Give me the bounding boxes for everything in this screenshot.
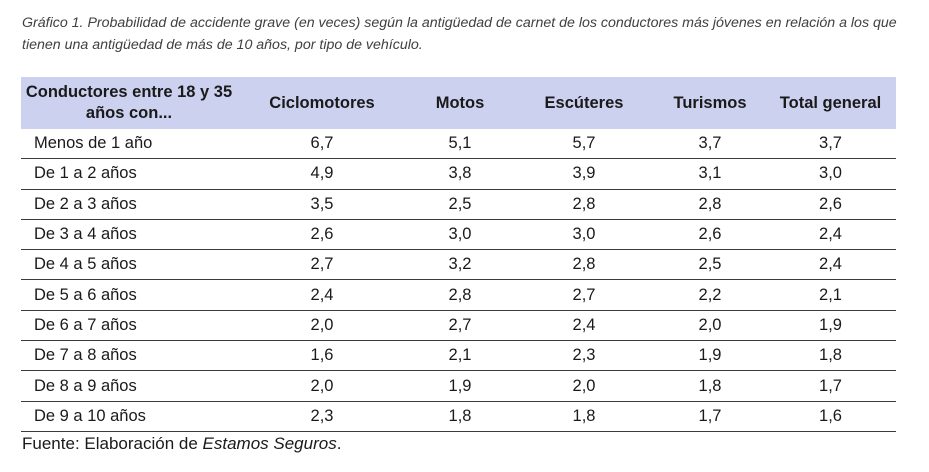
row-label-cell: De 9 a 10 años <box>21 401 237 432</box>
value-cell: 4,9 <box>237 158 407 190</box>
data-table-container: Conductores entre 18 y 35 años con... Ci… <box>21 77 896 432</box>
source-text: : Elaboración de <box>74 434 203 453</box>
value-cell: 1,8 <box>765 340 896 372</box>
value-cell: 2,3 <box>513 340 655 372</box>
value-cell: 2,6 <box>765 189 896 220</box>
table-header: Conductores entre 18 y 35 años con... Ci… <box>21 77 896 129</box>
row-label-cell: De 6 a 7 años <box>21 310 237 342</box>
column-header-ciclomotores: Ciclomotores <box>269 93 375 112</box>
value-cell: 1,7 <box>765 370 896 402</box>
value-cell: 2,4 <box>513 310 655 342</box>
value-cell: 2,4 <box>237 279 407 311</box>
column-header-escuteres: Escúteres <box>544 93 624 112</box>
source-period: . <box>336 434 342 453</box>
value-cell: 2,7 <box>513 279 655 311</box>
header-row: Conductores entre 18 y 35 años con... Ci… <box>21 77 896 129</box>
table-row: De 1 a 2 años 4,9 3,8 3,9 3,1 3,0 <box>21 158 896 190</box>
table-row: De 3 a 4 años 2,6 3,0 3,0 2,6 2,4 <box>21 219 896 251</box>
figure-caption: Gráfico 1. Probabilidad de accidente gra… <box>22 15 897 53</box>
value-cell: 1,6 <box>237 340 407 372</box>
value-cell: 1,9 <box>407 370 513 402</box>
row-label-cell: De 8 a 9 años <box>21 370 237 402</box>
value-cell: 2,2 <box>655 279 765 311</box>
value-cell: 2,8 <box>407 279 513 311</box>
value-cell: 2,5 <box>407 189 513 220</box>
value-cell: 3,7 <box>655 129 765 160</box>
row-label-cell: De 4 a 5 años <box>21 249 237 281</box>
table-body: Menos de 1 año 6,7 5,1 5,7 3,7 3,7 De 1 a 2 añ… <box>21 129 896 432</box>
value-cell: 2,8 <box>513 189 655 220</box>
row-label-cell: De 2 a 3 años <box>21 189 237 220</box>
value-cell: 1,8 <box>407 401 513 432</box>
column-header-conductores: Conductores entre 18 y 35 años con... <box>25 83 233 122</box>
value-cell: 2,3 <box>237 401 407 432</box>
value-cell: 2,6 <box>237 219 407 251</box>
value-cell: 2,4 <box>765 219 896 251</box>
table-row: De 7 a 8 años 1,6 2,1 2,3 1,9 1,8 <box>21 340 896 372</box>
value-cell: 1,8 <box>655 370 765 402</box>
value-cell: 2,0 <box>655 310 765 342</box>
value-cell: 1,9 <box>765 310 896 342</box>
value-cell: 2,1 <box>407 340 513 372</box>
value-cell: 3,0 <box>513 219 655 251</box>
data-table: Conductores entre 18 y 35 años con... Ci… <box>21 77 896 432</box>
value-cell: 2,0 <box>513 370 655 402</box>
column-header-total-general: Total general <box>779 93 882 112</box>
value-cell: 2,8 <box>513 249 655 281</box>
value-cell: 3,1 <box>655 158 765 190</box>
source-note: Fuente: Elaboración de Estamos Seguros. <box>22 432 341 456</box>
row-label-cell: De 7 a 8 años <box>21 340 237 372</box>
value-cell: 2,5 <box>655 249 765 281</box>
value-cell: 3,8 <box>407 158 513 190</box>
row-label-cell: Menos de 1 año <box>21 129 237 160</box>
source-label: Fuente <box>22 434 75 453</box>
value-cell: 2,4 <box>765 249 896 281</box>
value-cell: 3,0 <box>765 158 896 190</box>
source-name: Estamos Seguros <box>202 434 337 453</box>
value-cell: 1,6 <box>765 401 896 432</box>
table-row: De 8 a 9 años 2,0 1,9 2,0 1,8 1,7 <box>21 370 896 402</box>
value-cell: 5,1 <box>407 129 513 160</box>
value-cell: 3,2 <box>407 249 513 281</box>
value-cell: 3,7 <box>765 129 896 160</box>
value-cell: 2,7 <box>407 310 513 342</box>
value-cell: 1,7 <box>655 401 765 432</box>
row-label-cell: De 1 a 2 años <box>21 158 237 190</box>
value-cell: 2,1 <box>765 279 896 311</box>
table-row: De 2 a 3 años 3,5 2,5 2,8 2,8 2,6 <box>21 189 896 220</box>
value-cell: 5,7 <box>513 129 655 160</box>
table-row: De 9 a 10 años 2,3 1,8 1,8 1,7 1,6 <box>21 401 896 432</box>
row-label-cell: De 5 a 6 años <box>21 279 237 311</box>
value-cell: 3,9 <box>513 158 655 190</box>
value-cell: 2,7 <box>237 249 407 281</box>
value-cell: 1,8 <box>513 401 655 432</box>
value-cell: 6,7 <box>237 129 407 160</box>
value-cell: 3,5 <box>237 189 407 220</box>
table-row: De 4 a 5 años 2,7 3,2 2,8 2,5 2,4 <box>21 249 896 281</box>
value-cell: 1,9 <box>655 340 765 372</box>
table-row: De 6 a 7 años 2,0 2,7 2,4 2,0 1,9 <box>21 310 896 342</box>
value-cell: 2,0 <box>237 310 407 342</box>
value-cell: 2,0 <box>237 370 407 402</box>
table-row: De 5 a 6 años 2,4 2,8 2,7 2,2 2,1 <box>21 279 896 311</box>
column-header-turismos: Turismos <box>673 93 747 112</box>
value-cell: 3,0 <box>407 219 513 251</box>
row-label-cell: De 3 a 4 años <box>21 219 237 251</box>
column-header-motos: Motos <box>435 93 485 112</box>
value-cell: 2,6 <box>655 219 765 251</box>
value-cell: 2,8 <box>655 189 765 220</box>
table-row: Menos de 1 año 6,7 5,1 5,7 3,7 3,7 <box>21 129 896 160</box>
